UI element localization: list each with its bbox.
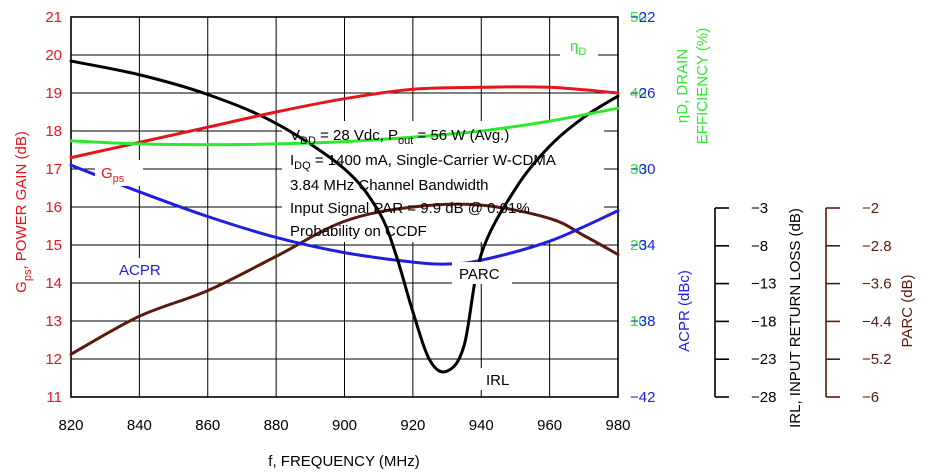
acpr-label-background [114, 258, 172, 280]
irl-tick-label: −18 [751, 313, 776, 330]
irl-tick-label: −23 [751, 351, 776, 368]
efficiency-axis-label: ηD, DRAIN [674, 49, 691, 123]
gps-label-background [95, 160, 143, 186]
acpr-tick-label: −38 [630, 313, 655, 330]
acpr-axis-ticks: −22 −26 −30 −34 −38 −42 [630, 9, 655, 406]
left-tick-label: 19 [45, 85, 62, 102]
x-tick-label: 860 [195, 417, 220, 434]
left-tick-label: 12 [45, 351, 62, 368]
annotation-line-4: Input Signal PAR = 9.9 dB @ 0.01% [290, 200, 530, 217]
series-label-gps: Gps [101, 165, 125, 185]
left-axis-label: Gps, POWER GAIN (dB) [13, 131, 34, 293]
x-axis-label: f, FREQUENCY (MHz) [268, 453, 419, 470]
x-tick-label: 880 [264, 417, 289, 434]
irl-tick-label: −28 [751, 389, 776, 406]
annotation-line-5: Probability on CCDF [290, 223, 427, 240]
parc-axis-ticks: −2 −2.8 −3.6 −4.4 −5.2 −6 [826, 200, 892, 406]
acpr-tick-label: −42 [630, 389, 655, 406]
x-tick-label: 980 [605, 417, 630, 434]
series-line-acpr [69, 163, 620, 266]
eta-label-background [560, 30, 598, 60]
efficiency-axis-ticks: 10 20 30 40 50 [630, 9, 647, 330]
x-tick-label: 820 [58, 417, 83, 434]
left-tick-label: 11 [46, 389, 62, 406]
left-tick-label: 13 [45, 313, 62, 330]
series-line-gps [69, 85, 620, 160]
annotation-line-1: VDD = 28 Vdc, Pout = 56 W (Avg.) [290, 127, 509, 147]
parc-tick-label: −2.8 [862, 238, 892, 255]
irl-axis-ticks: −3 −8 −13 −18 −23 −28 [715, 200, 776, 406]
x-tick-label: 960 [537, 417, 562, 434]
parc-tick-label: −4.4 [862, 313, 892, 330]
annotation-line-2: IDQ = 1400 mA, Single-Carrier W-CDMA [290, 152, 556, 172]
series-line-parc [69, 202, 620, 356]
efficiency-tick-label: 40 [630, 85, 647, 102]
left-tick-label: 21 [45, 9, 62, 26]
efficiency-tick-label: 30 [630, 161, 647, 178]
parc-tick-label: −2 [862, 200, 879, 217]
irl-tick-label: −13 [751, 276, 776, 293]
series-label-eta: ηD [570, 38, 586, 58]
left-tick-label: 14 [45, 275, 62, 292]
irl-tick-label: −3 [751, 200, 768, 217]
efficiency-tick-label: 50 [630, 9, 647, 26]
efficiency-axis-label-2: EFFICIENCY (%) [694, 28, 711, 144]
x-tick-label: 840 [127, 417, 152, 434]
parc-tick-label: −3.6 [862, 276, 892, 293]
series-line-etad [69, 106, 620, 147]
left-tick-label: 15 [45, 237, 62, 254]
series-line-irl [69, 59, 620, 374]
left-tick-label: 16 [45, 199, 62, 216]
irl-tick-label: −8 [751, 238, 768, 255]
series-label-parc: PARC [459, 266, 500, 283]
parc-tick-label: −6 [862, 389, 879, 406]
x-tick-label: 900 [332, 417, 357, 434]
acpr-tick-label: −34 [630, 237, 655, 254]
irl-label-background [480, 368, 524, 390]
parc-tick-label: −5.2 [862, 351, 892, 368]
left-axis-ticks: 11 12 13 14 15 16 17 18 19 20 21 [45, 9, 62, 406]
efficiency-tick-label: 20 [630, 237, 647, 254]
irl-axis-label: IRL, INPUT RETURN LOSS (dB) [787, 208, 804, 428]
series-layer [69, 59, 620, 374]
x-tick-label: 920 [400, 417, 425, 434]
series-label-acpr: ACPR [119, 262, 161, 279]
acpr-tick-label: −22 [630, 9, 655, 26]
plot-frame [70, 16, 619, 398]
x-axis-ticks: 820 840 860 880 900 920 940 960 980 [58, 417, 630, 434]
parc-label-background [452, 262, 512, 284]
efficiency-tick-label: 10 [630, 313, 647, 330]
acpr-tick-label: −30 [630, 161, 655, 178]
annotation-line-3: 3.84 MHz Channel Bandwidth [290, 177, 488, 194]
x-tick-label: 940 [469, 417, 494, 434]
series-label-irl: IRL [486, 372, 509, 389]
parc-axis-label: PARC (dB) [899, 274, 916, 347]
left-tick-label: 20 [45, 47, 62, 64]
left-tick-label: 18 [45, 123, 62, 140]
acpr-axis-label: ACPR (dBc) [676, 270, 693, 352]
acpr-tick-label: −26 [630, 85, 655, 102]
left-tick-label: 17 [45, 161, 62, 178]
